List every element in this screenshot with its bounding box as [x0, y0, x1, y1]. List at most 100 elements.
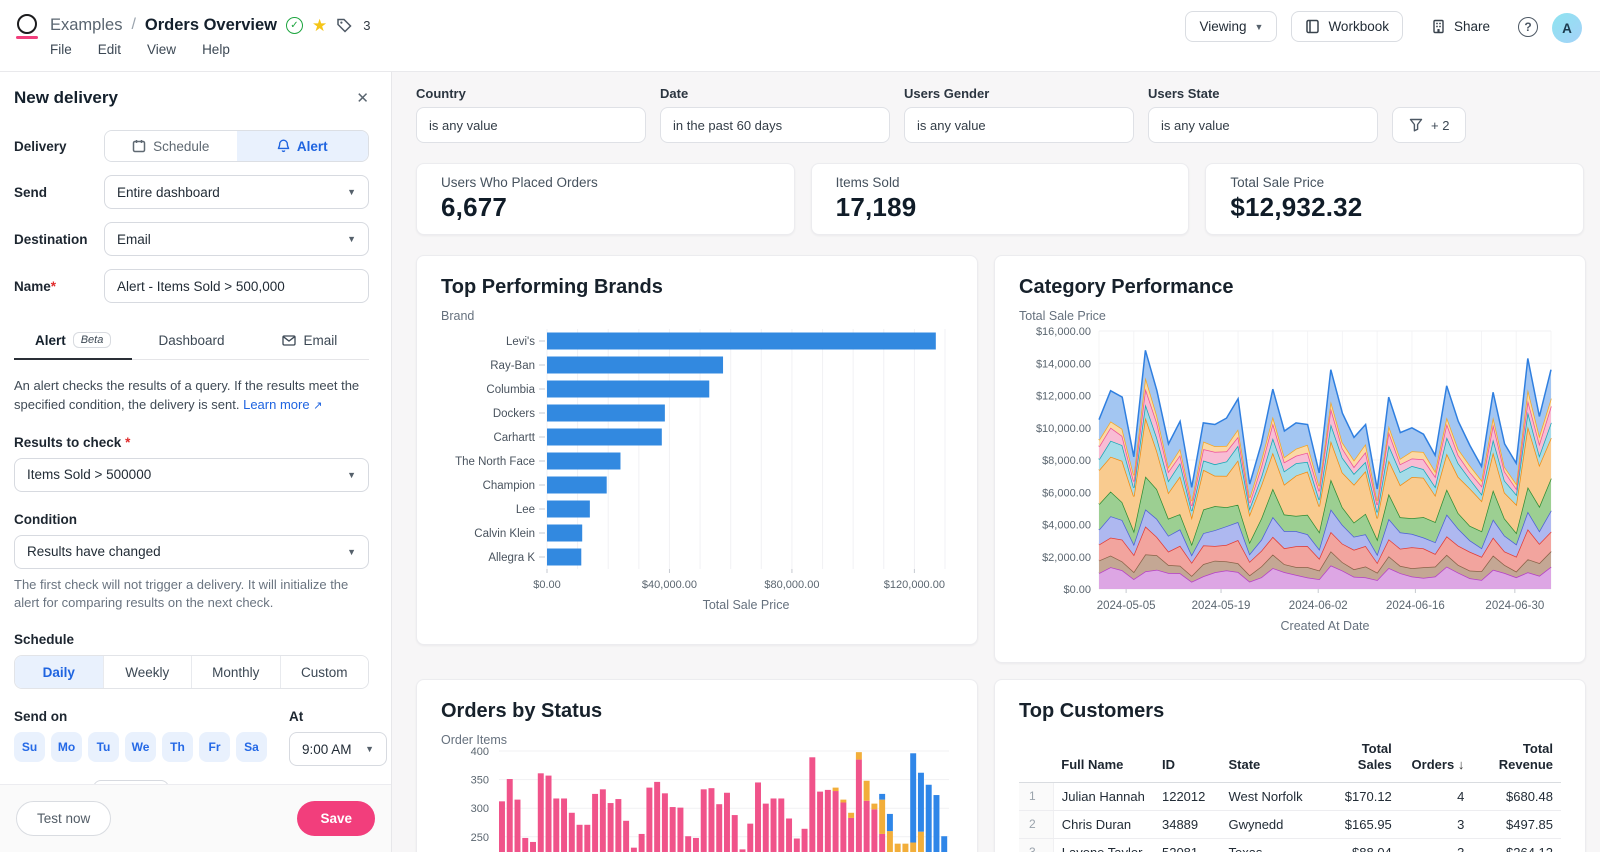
table-cell: Chris Duran: [1053, 810, 1154, 839]
column-header-state[interactable]: State: [1220, 737, 1322, 783]
menu-view[interactable]: View: [147, 42, 177, 57]
learn-more-link[interactable]: Learn more: [243, 397, 322, 412]
schedule-option-daily[interactable]: Daily: [15, 656, 103, 689]
menu-edit[interactable]: Edit: [97, 42, 122, 57]
svg-text:400: 400: [471, 747, 489, 758]
workbook-button[interactable]: Workbook: [1291, 11, 1403, 42]
chevron-down-icon: [365, 744, 374, 754]
svg-text:2024-06-02: 2024-06-02: [1289, 600, 1348, 612]
column-header-total-sales[interactable]: Total Sales: [1321, 737, 1400, 783]
svg-text:Total Sale Price: Total Sale Price: [703, 598, 790, 612]
schedule-section-label: Schedule: [14, 632, 75, 648]
day-chip-fr[interactable]: Fr: [199, 732, 230, 763]
chart-card-top-performing-brands: Top Performing Brands Brand Levi's Ray-Ba…: [416, 255, 978, 645]
condition-value: Results have changed: [27, 544, 161, 560]
table-row[interactable]: 1 Julian Hannah 122012 West Norfolk $170.12 4…: [1019, 782, 1561, 811]
alert-toggle[interactable]: Alert: [236, 131, 368, 161]
tab-email[interactable]: Email: [251, 323, 369, 359]
table-cell: $680.48: [1472, 782, 1561, 811]
viewing-mode-button[interactable]: Viewing: [1185, 11, 1278, 42]
test-now-button[interactable]: Test now: [16, 801, 112, 836]
name-label: Name*: [14, 278, 57, 294]
chevron-down-icon: [1255, 22, 1264, 32]
filter-value-select[interactable]: is any value: [1148, 107, 1378, 143]
chevron-down-icon: [347, 187, 356, 197]
time-select[interactable]: 9:00 AM: [289, 732, 387, 767]
schedule-frequency-toggle: Daily Weekly Monthly Custom: [14, 655, 369, 690]
filter-date: Date in the past 60 days: [660, 86, 890, 143]
day-chip-sa[interactable]: Sa: [236, 732, 267, 763]
save-button[interactable]: Save: [297, 801, 375, 836]
schedule-toggle[interactable]: Schedule: [105, 131, 237, 161]
day-chip-th[interactable]: Th: [162, 732, 193, 763]
close-icon[interactable]: [356, 89, 369, 107]
external-link-icon: [313, 400, 322, 412]
menu-help[interactable]: Help: [202, 42, 230, 57]
table-row[interactable]: 3 Lavone Taylor 52081 Texas $88.04 3 $264.12: [1019, 838, 1561, 852]
avatar[interactable]: A: [1552, 13, 1582, 43]
filter-users-state: Users State is any value: [1148, 86, 1378, 143]
help-icon[interactable]: [1518, 17, 1538, 37]
more-filters-button[interactable]: + 2: [1392, 107, 1467, 143]
day-chip-su[interactable]: Su: [14, 732, 45, 763]
delivery-tabs: Alert Beta Dashboard Email: [14, 323, 369, 360]
sort-descending-icon[interactable]: [1458, 757, 1465, 772]
svg-text:$10,000.00: $10,000.00: [1036, 423, 1091, 435]
alert-description: An alert checks the results of a query. …: [14, 377, 369, 415]
tag-count[interactable]: 3: [363, 17, 371, 33]
svg-text:Created At Date: Created At Date: [1281, 619, 1370, 633]
send-label: Send: [14, 184, 48, 200]
filter-label: Country: [416, 86, 466, 101]
condition-label: Condition: [14, 511, 77, 527]
send-select[interactable]: Entire dashboard: [104, 175, 369, 209]
breadcrumb-examples[interactable]: Examples: [50, 15, 123, 34]
table-cell: Lavone Taylor: [1053, 838, 1154, 852]
results-to-check-select[interactable]: Items Sold > 500000: [14, 457, 369, 492]
chart-title: Orders by Status: [441, 700, 603, 722]
filter-value-select[interactable]: in the past 60 days: [660, 107, 890, 143]
favorite-star-icon[interactable]: [312, 17, 327, 34]
svg-text:$8,000.00: $8,000.00: [1042, 455, 1091, 467]
table-cell: Gwynedd: [1220, 810, 1322, 839]
svg-text:Columbia: Columbia: [486, 384, 535, 396]
panel-footer: Test now Save: [0, 784, 391, 852]
svg-text:$4,000.00: $4,000.00: [1042, 520, 1091, 532]
svg-text:$6,000.00: $6,000.00: [1042, 487, 1091, 499]
svg-text:$40,000.00: $40,000.00: [642, 579, 697, 591]
condition-select[interactable]: Results have changed: [14, 534, 369, 569]
filter-label: Users Gender: [904, 86, 990, 101]
destination-select[interactable]: Email: [104, 222, 369, 256]
chart-title: Category Performance: [1019, 276, 1234, 298]
column-header-total-revenue[interactable]: Total Revenue: [1472, 737, 1561, 783]
menu-file[interactable]: File: [50, 42, 72, 57]
destination-value: Email: [117, 231, 151, 247]
column-header-full-name[interactable]: Full Name: [1053, 737, 1154, 783]
filter-label: Date: [660, 86, 689, 101]
schedule-option-monthly[interactable]: Monthly: [191, 656, 280, 689]
share-button[interactable]: Share: [1416, 11, 1504, 42]
day-picker: Su Mo Tu We Th Fr Sa: [14, 732, 267, 763]
filter-value-select[interactable]: is any value: [904, 107, 1134, 143]
sigma-logo[interactable]: [14, 14, 40, 44]
delivery-type-toggle: Schedule Alert: [104, 130, 369, 162]
column-header-id[interactable]: ID: [1153, 737, 1221, 783]
kpi-label: Items Sold: [835, 175, 900, 190]
alert-name-input[interactable]: Alert - Items Sold > 500,000: [104, 269, 369, 303]
day-chip-we[interactable]: We: [125, 732, 156, 763]
category-area-chart: $0.00 $2,000.00 $4,000.00 $6,000.00 $8,000.0…: [1036, 326, 1552, 633]
tab-dashboard[interactable]: Dashboard: [132, 323, 250, 359]
day-chip-mo[interactable]: Mo: [51, 732, 82, 763]
table-row[interactable]: 2 Chris Duran 34889 Gwynedd $165.95 3 $497.85: [1019, 810, 1561, 839]
column-header-orders[interactable]: Orders: [1399, 737, 1473, 783]
filter-label: Users State: [1148, 86, 1220, 101]
tags-icon[interactable]: [336, 17, 354, 33]
menu-bar: File Edit View Help: [50, 42, 370, 57]
breadcrumb-separator: /: [131, 16, 136, 33]
filter-value-select[interactable]: is any value: [416, 107, 646, 143]
schedule-option-custom[interactable]: Custom: [279, 656, 368, 689]
send-on-label: Send on: [14, 709, 68, 725]
day-chip-tu[interactable]: Tu: [88, 732, 119, 763]
tab-alert[interactable]: Alert Beta: [14, 323, 133, 360]
schedule-option-weekly[interactable]: Weekly: [102, 656, 191, 689]
